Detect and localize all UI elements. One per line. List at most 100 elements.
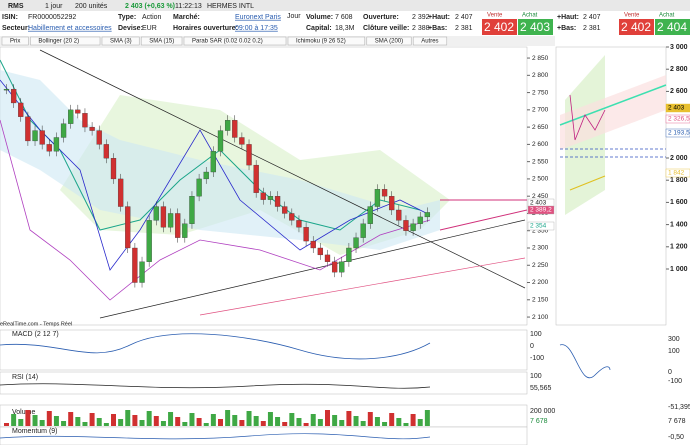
- volume-bar: [417, 419, 423, 426]
- candle: [3, 88, 10, 91]
- volume-bar: [111, 414, 116, 426]
- rsi-tick: 55,565: [530, 385, 552, 392]
- info-high: 2 407: [455, 14, 473, 21]
- candle: [175, 213, 181, 238]
- candle: [331, 261, 338, 273]
- indicator-tab[interactable]: [412, 36, 448, 46]
- y-tick-label: 2 800: [532, 72, 549, 79]
- indicator-tab[interactable]: [1, 36, 29, 46]
- side-high-label: +Haut:: [557, 14, 579, 21]
- info-type-label: Type:: [118, 14, 136, 21]
- indicator-tab[interactable]: [183, 36, 287, 46]
- indicator-label: Bollinger (20 2): [38, 39, 79, 45]
- volume-bar: [210, 414, 216, 426]
- momentum-label: Momentum (9): [12, 428, 58, 435]
- y-tick-label: 2 600: [670, 88, 688, 95]
- candle: [410, 223, 416, 231]
- candle: [224, 120, 231, 131]
- info-hours-label: Horaires ouverture:: [173, 25, 238, 32]
- y-tick-label: 3 000: [670, 44, 688, 51]
- indicator-label: Prix: [10, 39, 20, 45]
- period[interactable]: 1 jour: [45, 3, 63, 10]
- side-price: [569, 94, 606, 141]
- candle: [303, 227, 309, 242]
- y-tick-label: 2 500: [532, 176, 549, 183]
- volume-bar: [353, 416, 359, 426]
- name: HERMES INTL: [207, 3, 254, 10]
- toolbar: [0, 0, 690, 11]
- info-close: 2 388: [412, 25, 430, 32]
- indicator-label: Parab SAR (0.02 0.02 0.2): [192, 39, 263, 45]
- sma: [0, 79, 431, 271]
- candle: [360, 223, 366, 238]
- buy-box[interactable]: [518, 19, 553, 35]
- volume-bar: [339, 420, 345, 426]
- candle: [274, 196, 281, 207]
- candle: [146, 220, 152, 262]
- price-tag: [527, 221, 555, 231]
- y-tick-label: 1 000: [670, 266, 688, 273]
- momentum-line: [0, 433, 431, 440]
- side-low: 2 381: [583, 25, 601, 32]
- volume-bar: [18, 419, 24, 426]
- volume-bar: [61, 421, 67, 426]
- rsi-tick: 100: [530, 373, 542, 380]
- y-tick-label: 1 600: [670, 199, 688, 206]
- volume-bar: [332, 415, 338, 426]
- rsi-label: RSI (14): [12, 374, 38, 381]
- candle: [232, 120, 238, 138]
- candle: [182, 223, 188, 238]
- candle: [132, 247, 138, 283]
- info-sector: Habillement et accessoires: [28, 25, 112, 32]
- indicator-tab[interactable]: [287, 36, 366, 46]
- candle: [381, 189, 388, 197]
- candle: [403, 220, 409, 231]
- side-sub-tick: 300: [668, 336, 680, 343]
- candle: [10, 88, 17, 104]
- trendline: [99, 219, 526, 319]
- y-tick-label: 2 100: [532, 314, 549, 321]
- volume-bar: [232, 415, 238, 426]
- symbol[interactable]: RMS: [8, 3, 24, 10]
- macd-tick: 0: [530, 343, 534, 350]
- volume-bar: [374, 417, 380, 426]
- price-tag: [665, 103, 690, 113]
- buy-box[interactable]: [655, 19, 690, 35]
- y-tick-label: 2 000: [670, 155, 688, 162]
- candle: [18, 102, 24, 117]
- units[interactable]: 200 unités: [75, 3, 108, 10]
- sell-box[interactable]: [619, 19, 654, 35]
- candle: [267, 196, 274, 200]
- y-tick-label: 2 650: [532, 124, 549, 131]
- volume-bar: [289, 413, 295, 426]
- candle: [139, 261, 145, 283]
- volume-bar: [267, 412, 273, 426]
- side-low-label: +Bas:: [557, 25, 576, 32]
- indicator-tab[interactable]: [101, 36, 140, 46]
- candle: [89, 126, 95, 131]
- indicator-tab[interactable]: [366, 36, 412, 46]
- volume-bar: [360, 421, 366, 426]
- volume-bar: [168, 412, 174, 426]
- volume-bar: [139, 420, 145, 426]
- y-tick-label: 2 550: [532, 158, 549, 165]
- volume-bar: [39, 420, 45, 426]
- info-volume: 7 608: [335, 14, 353, 21]
- sell-box[interactable]: [482, 19, 517, 35]
- info-market: Euronext Paris: [235, 14, 281, 21]
- change: 2 403 (+0,63 %): [125, 3, 175, 10]
- side-sub-tick: -0,50: [668, 434, 684, 441]
- y-tick-label: 2 450: [532, 193, 549, 200]
- candle: [324, 254, 331, 262]
- volume-bar: [296, 418, 302, 426]
- volume-bar: [275, 417, 281, 426]
- candle: [289, 213, 295, 221]
- volume-bar: [175, 417, 181, 426]
- indicator-tab[interactable]: [140, 36, 183, 46]
- sma200: [199, 257, 526, 316]
- candle: [167, 213, 174, 228]
- indicator-tab[interactable]: [30, 36, 101, 46]
- info-isin-label: ISIN:: [2, 14, 18, 21]
- candle: [210, 151, 217, 173]
